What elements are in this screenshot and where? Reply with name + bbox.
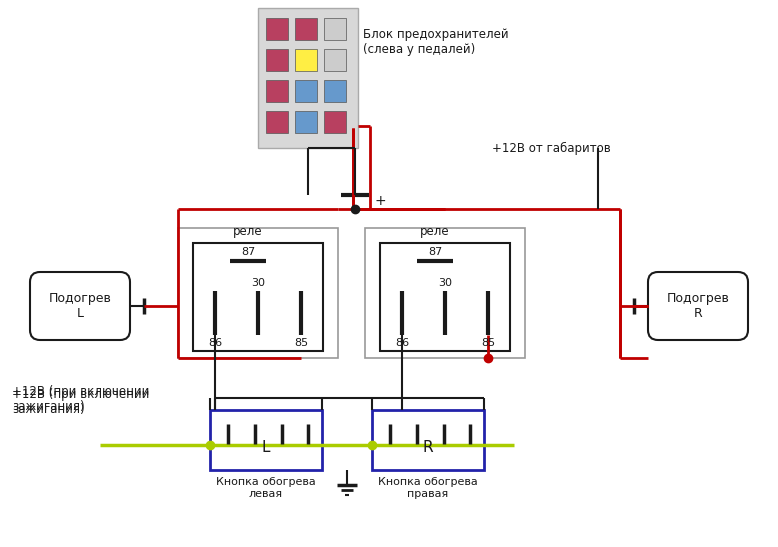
Bar <box>266 18 288 40</box>
Bar <box>295 80 317 102</box>
Text: 87: 87 <box>241 247 255 257</box>
Text: Блок предохранителей
(слева у педалей): Блок предохранителей (слева у педалей) <box>363 28 509 56</box>
Bar <box>324 49 346 71</box>
Text: 85: 85 <box>294 338 308 348</box>
Bar <box>258 8 358 148</box>
Bar <box>295 18 317 40</box>
Bar <box>380 243 510 351</box>
Text: +: + <box>375 194 387 208</box>
Text: Подогрев
L: Подогрев L <box>48 292 111 320</box>
Text: Подогрев
R: Подогрев R <box>667 292 730 320</box>
Bar <box>295 49 317 71</box>
Bar <box>324 111 346 133</box>
Bar <box>324 80 346 102</box>
Text: 86: 86 <box>208 338 222 348</box>
Bar <box>372 410 484 470</box>
Bar <box>210 410 322 470</box>
FancyBboxPatch shape <box>648 272 748 340</box>
Text: 86: 86 <box>395 338 409 348</box>
Text: 30: 30 <box>438 278 452 288</box>
Bar <box>266 80 288 102</box>
Text: L: L <box>261 440 270 456</box>
Text: +12В от габаритов: +12В от габаритов <box>492 142 611 155</box>
Bar <box>266 111 288 133</box>
Text: +12В (при включении
зажигания): +12В (при включении зажигания) <box>12 388 149 416</box>
Bar <box>193 243 323 351</box>
Text: 87: 87 <box>428 247 442 257</box>
Text: 85: 85 <box>481 338 495 348</box>
Text: R: R <box>422 440 433 456</box>
Bar <box>365 228 525 358</box>
Text: Кнопка обогрева
левая: Кнопка обогрева левая <box>216 477 316 499</box>
Bar <box>266 49 288 71</box>
Text: 30: 30 <box>251 278 265 288</box>
Text: Кнопка обогрева
правая: Кнопка обогрева правая <box>378 477 478 499</box>
Text: реле: реле <box>420 225 450 238</box>
Bar <box>324 18 346 40</box>
Text: реле: реле <box>233 225 263 238</box>
FancyBboxPatch shape <box>30 272 130 340</box>
Text: +12В (при включении
зажигания): +12В (при включении зажигания) <box>12 385 149 413</box>
Bar <box>178 228 338 358</box>
Bar <box>295 111 317 133</box>
